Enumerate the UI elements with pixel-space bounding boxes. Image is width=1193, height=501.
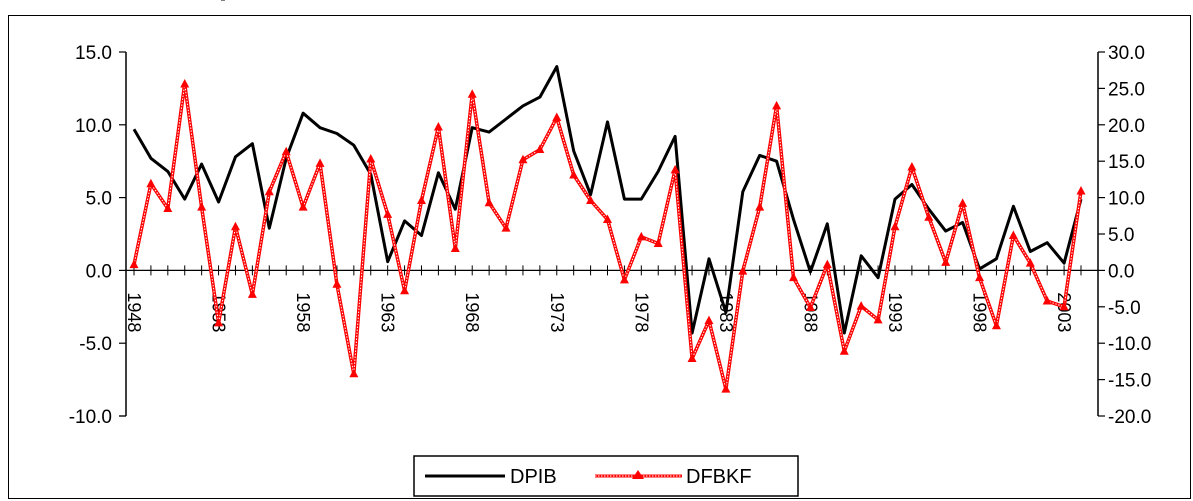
- dfbkf-point: [619, 274, 629, 284]
- dfbkf-point: [298, 202, 308, 211]
- dfbkf-point: [163, 203, 173, 213]
- right-tick-label: 15.0: [1108, 152, 1145, 173]
- chart-frame: [8, 15, 1191, 499]
- dfbkf-point: [1025, 258, 1035, 267]
- legend-marker-dfbkf: [632, 470, 644, 479]
- dfbkf-point: [670, 164, 680, 174]
- dfbkf-point: [1008, 230, 1018, 239]
- dfbkf-point: [501, 223, 511, 232]
- legend: DPIB DFBKF: [413, 455, 799, 497]
- dfbkf-point: [383, 209, 393, 218]
- dfbkf-line: [132, 82, 1083, 391]
- dfbkf-point: [1059, 301, 1069, 311]
- left-tick-label: 5.0: [86, 189, 112, 210]
- dfbkf-point: [264, 186, 274, 196]
- dfbkf-point: [924, 212, 934, 221]
- dfbkf-point: [247, 289, 257, 298]
- dfbkf-point: [129, 259, 139, 269]
- x-axis-ticks: 1948 1953 1958 1963 1968 1973 1978 1983 1988 1993…: [124, 265, 1082, 332]
- dfbkf-point: [958, 198, 968, 207]
- dfbkf-point: [975, 272, 985, 282]
- series-dpib: [132, 65, 1083, 335]
- dfbkf-point: [484, 197, 494, 207]
- right-tick-label: 5.0: [1108, 225, 1134, 246]
- dpib-line: [132, 65, 1083, 335]
- dfbkf-point: [518, 154, 528, 164]
- x-tick-label: 1973: [547, 292, 567, 332]
- left-tick-label: 15.0: [75, 43, 112, 64]
- dfbkf-point: [856, 301, 866, 310]
- dfbkf-point: [1042, 295, 1052, 305]
- right-tick-label: 20.0: [1108, 116, 1145, 137]
- dfbkf-point: [721, 384, 731, 393]
- legend-label-dfbkf: DFBKF: [686, 466, 752, 488]
- left-tick-label: -5.0: [79, 334, 112, 355]
- dfbkf-point: [400, 285, 410, 295]
- dfbkf-point: [230, 221, 240, 231]
- dfbkf-point: [687, 353, 697, 362]
- dfbkf-point: [450, 243, 460, 253]
- dfbkf-point: [332, 279, 342, 288]
- dfbkf-point: [941, 257, 951, 266]
- x-tick-label: 1968: [462, 292, 482, 332]
- dfbkf-point: [416, 195, 426, 205]
- dfbkf-point: [704, 315, 714, 325]
- left-tick-label: -10.0: [69, 407, 112, 428]
- dfbkf-point: [315, 158, 325, 167]
- dfbkf-point: [366, 154, 376, 163]
- dfbkf-point: [603, 214, 612, 223]
- dfbkf-point: [991, 320, 1001, 330]
- left-axis-ticks: -10.0 -5.0 0.0 5.0 10.0 15.0: [69, 43, 126, 428]
- dfbkf-point: [535, 144, 545, 154]
- right-tick-label: -10.0: [1108, 334, 1151, 355]
- dfbkf-point: [653, 238, 663, 247]
- dfbkf-point: [569, 170, 579, 179]
- dfbkf-point: [197, 202, 207, 211]
- x-tick-label: 2003: [1054, 292, 1074, 332]
- legend-label-dpib: DPIB: [510, 466, 557, 488]
- dfbkf-point: [789, 272, 799, 282]
- x-tick-label: 1963: [378, 292, 398, 332]
- dfbkf-point: [1076, 186, 1086, 195]
- right-tick-label: 0.0: [1108, 261, 1134, 282]
- x-tick-label: 1978: [631, 292, 651, 332]
- dfbkf-point: [349, 368, 359, 378]
- dfbkf-point: [873, 314, 883, 324]
- left-tick-label: 10.0: [75, 116, 112, 137]
- right-tick-label: -5.0: [1108, 298, 1141, 319]
- dfbkf-point: [890, 221, 900, 231]
- dfbkf-point: [146, 178, 156, 188]
- x-tick-label: 1988: [800, 292, 820, 332]
- left-tick-label: 0.0: [86, 261, 112, 282]
- dfbkf-point: [467, 89, 477, 98]
- dfbkf-point: [180, 79, 190, 88]
- right-axis-ticks: -20.0 -15.0 -10.0 -5.0 0.0 5.0 10.0 15.0 20.0 25.…: [1098, 43, 1151, 428]
- x-tick-label: 1948: [124, 292, 144, 332]
- right-tick-label: -15.0: [1108, 371, 1151, 392]
- series-dfbkf: [129, 79, 1086, 393]
- dfbkf-point: [281, 146, 291, 156]
- dfbkf-line-pattern: [133, 83, 1082, 390]
- dfbkf-point: [433, 121, 443, 131]
- x-tick-label: 1998: [970, 292, 990, 332]
- dfbkf-point: [636, 231, 646, 241]
- dfbkf-point: [738, 266, 748, 275]
- dfbkf-point: [839, 346, 849, 355]
- dfbkf-point: [772, 100, 782, 110]
- dfbkf-point: [822, 259, 832, 269]
- x-tick-label: 1958: [293, 292, 313, 332]
- x-tick-label: 1993: [885, 292, 905, 332]
- right-tick-label: 10.0: [1108, 189, 1145, 210]
- dfbkf-point: [755, 202, 765, 211]
- right-tick-label: 25.0: [1108, 79, 1145, 100]
- dfbkf-point: [805, 302, 815, 312]
- dfbkf-point: [214, 317, 224, 327]
- dfbkf-point: [907, 162, 917, 171]
- right-tick-label: 30.0: [1108, 43, 1145, 64]
- dfbkf-point: [586, 195, 596, 205]
- dfbkf-point: [552, 112, 562, 122]
- right-tick-label: -20.0: [1108, 407, 1151, 428]
